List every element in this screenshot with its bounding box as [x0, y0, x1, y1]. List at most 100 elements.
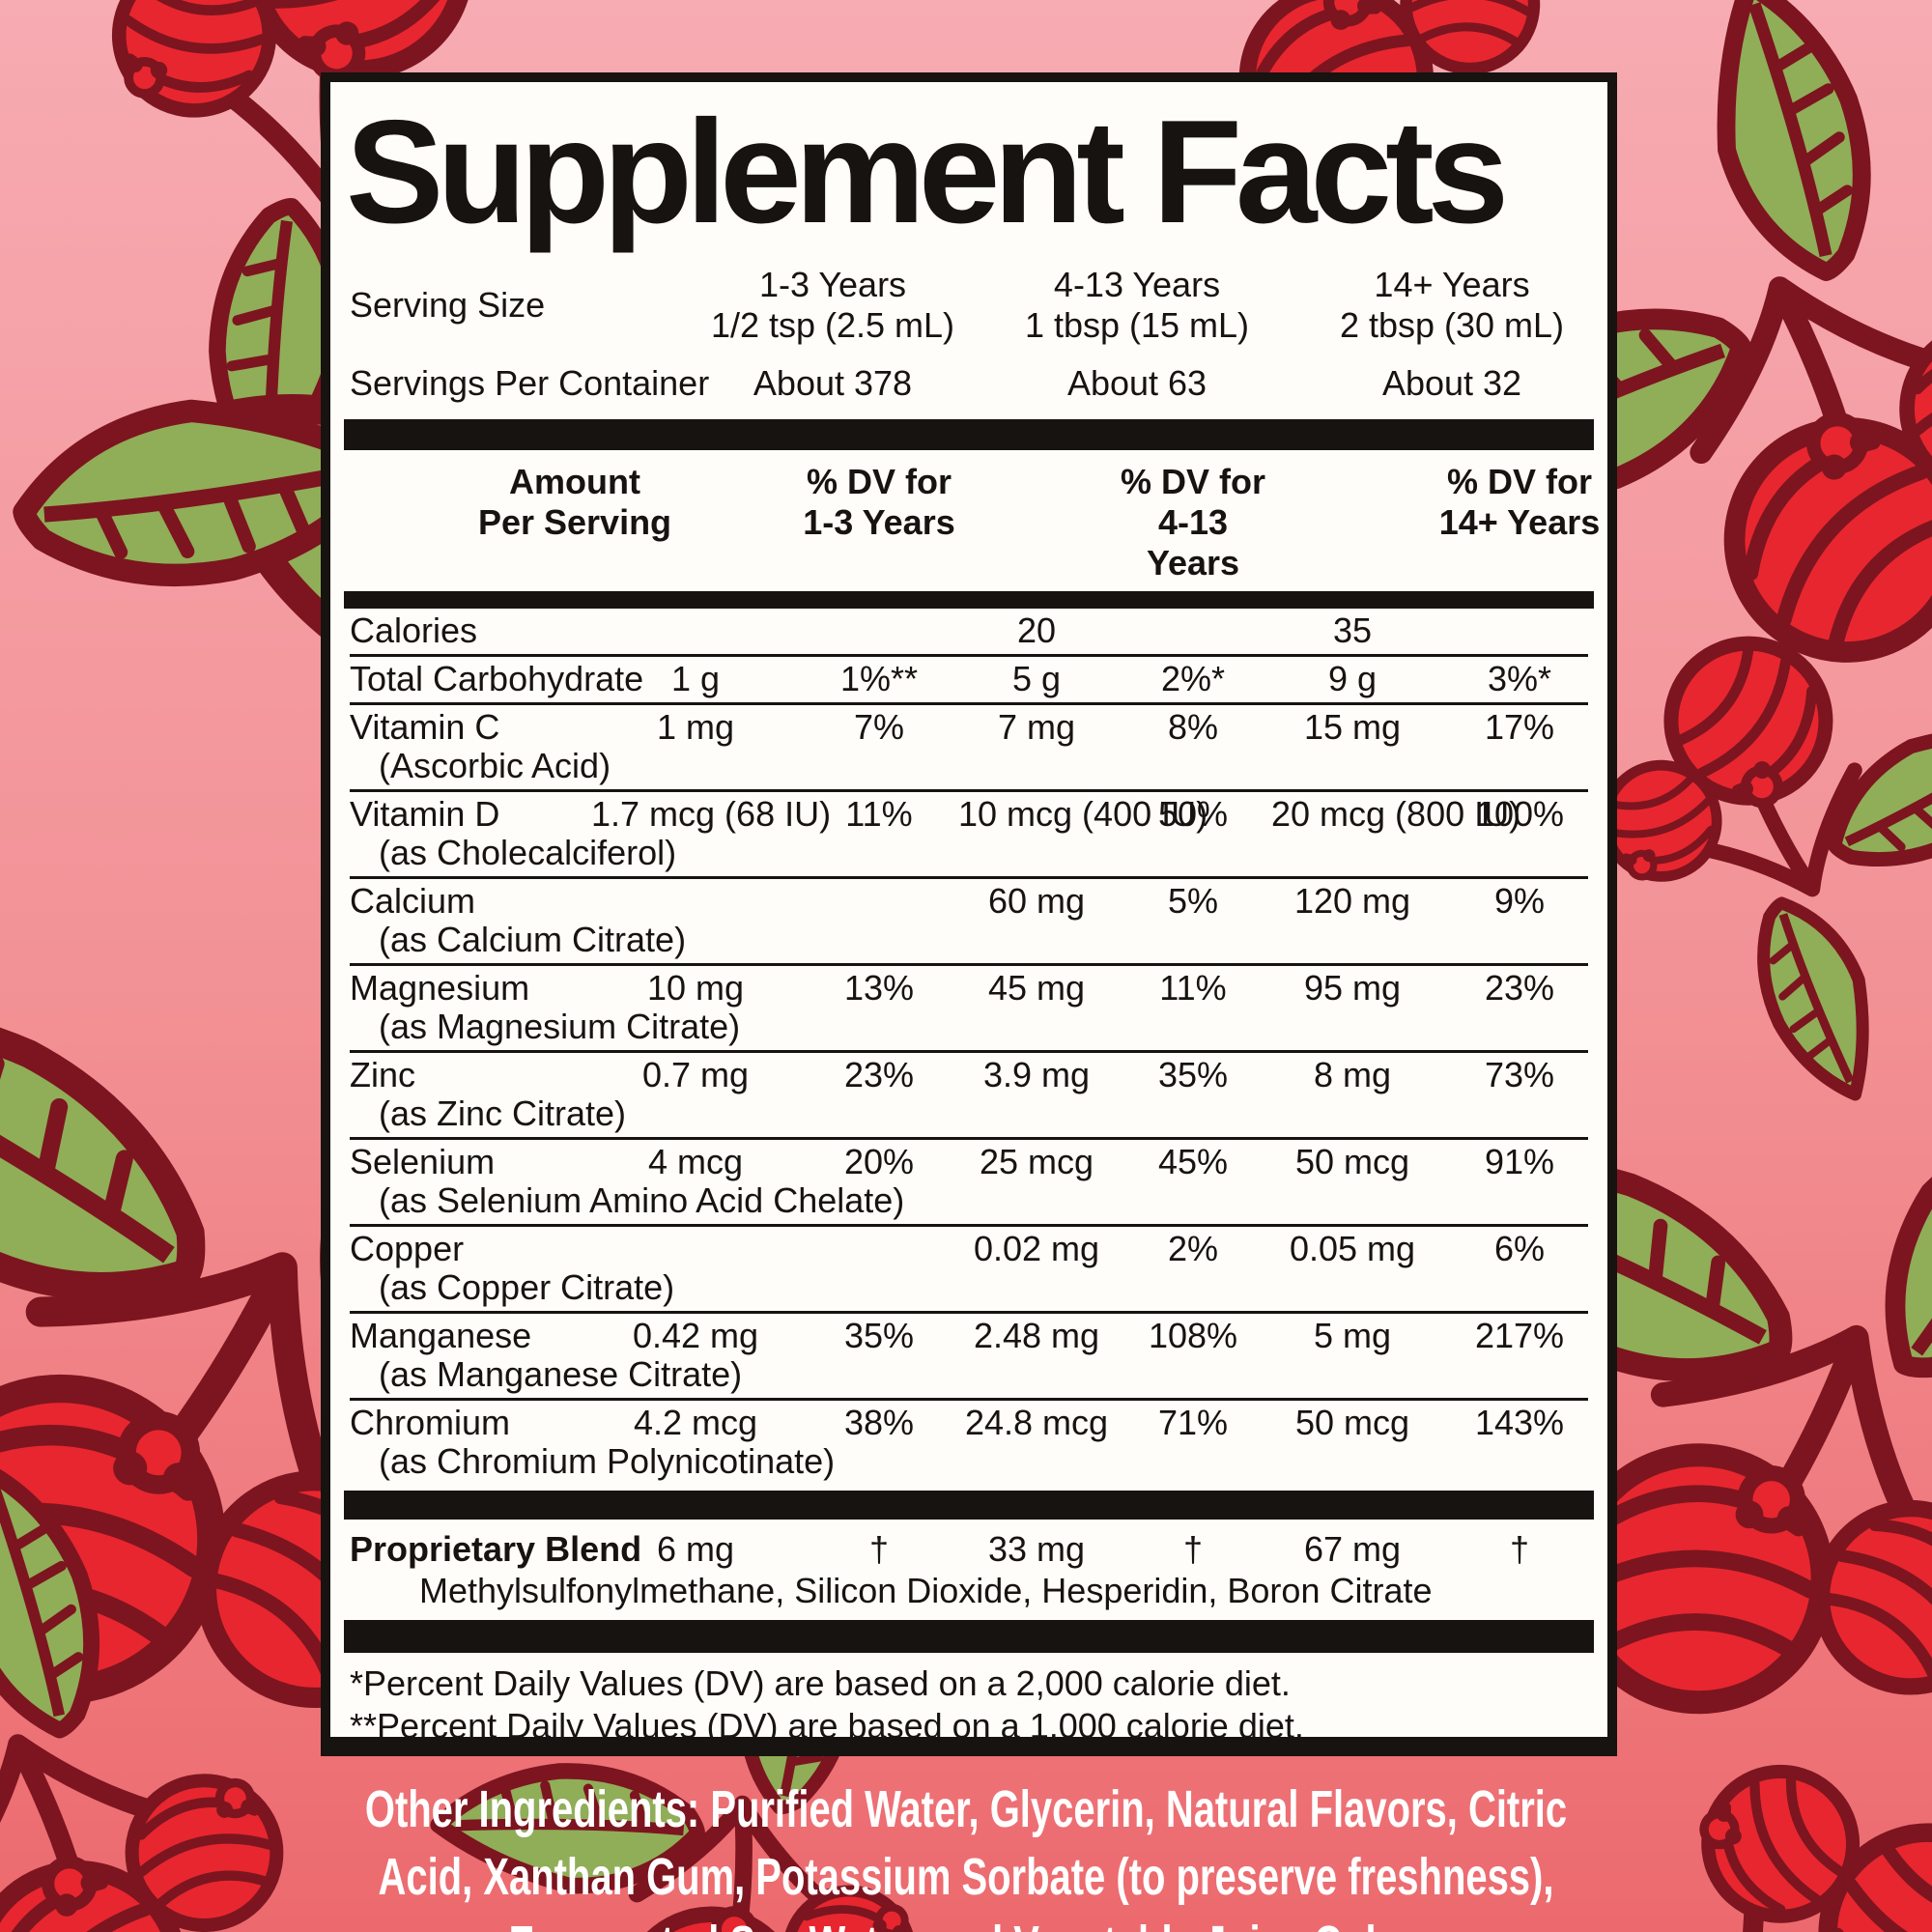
nutrient-value-2: 11%	[845, 794, 913, 835]
nutrient-value-5: 95 mg	[1303, 968, 1402, 1009]
nutrient-value-1: 1 mg	[656, 707, 735, 748]
nutrient-value-1	[591, 882, 800, 921]
nutrient-value-4: 50%	[1157, 794, 1229, 835]
nutrient-value-4: 5%	[1167, 881, 1219, 922]
nutrient-row-main: Zinc 0.7 mg 23% 3.9 mg 35% 8 mg 73%	[350, 1056, 1588, 1094]
nutrient-value-5: 50 mcg	[1294, 1142, 1410, 1182]
serving-size-row: Serving Size 1-3 Years 1/2 tsp (2.5 mL) 4-…	[350, 265, 1588, 346]
serving-size-col-2: 4-13 Years 1 tbsp (15 mL)	[978, 265, 1296, 346]
nutrient-value-4: 11%	[1159, 968, 1227, 1009]
proprietary-blend-row: Proprietary Blend 6 mg † 33 mg † 67 mg †	[350, 1525, 1588, 1570]
nutrient-name: Total Carbohydrate	[350, 659, 644, 699]
nutrient-table: Calories 20 35 Total Carbohydrate 1 g 1%** 5 g…	[350, 609, 1588, 1485]
nutrient-value-1	[591, 611, 800, 650]
table-header-row: Amount Per Serving% DV for 1-3 Years% DV f…	[350, 456, 1600, 591]
nutrient-value-3: 3.9 mg	[982, 1055, 1091, 1095]
nutrient-row-main: Vitamin C 1 mg 7% 7 mg 8% 15 mg 17%	[350, 708, 1588, 747]
nutrient-row: Chromium 4.2 mcg 38% 24.8 mcg 71% 50 mcg 143% (…	[350, 1401, 1588, 1485]
nutrient-value-1: 1 g	[670, 659, 721, 699]
nutrient-value-2: 20%	[843, 1142, 915, 1182]
column-header-line1: % DV for	[806, 462, 952, 502]
column-header-line1: % DV for	[1446, 462, 1592, 502]
nutrient-value-3: 25 mcg	[979, 1142, 1094, 1182]
nutrient-row: Total Carbohydrate 1 g 1%** 5 g 2%* 9 g 3%*	[350, 657, 1588, 706]
nutrient-value-3: 5 g	[1011, 659, 1062, 699]
proprietary-blend-ingredients: Methylsulfonylmethane, Silicon Dioxide, …	[419, 1571, 1433, 1611]
nutrient-value-6: 217%	[1474, 1316, 1565, 1356]
blend-value-6: †	[1509, 1529, 1530, 1570]
footnote-1: *Percent Daily Values (DV) are based on …	[350, 1663, 1291, 1704]
nutrient-value-6: 23%	[1484, 968, 1555, 1009]
column-header-1: Amount Per Serving	[350, 462, 800, 583]
supplement-facts-panel: Supplement Facts Serving Size 1-3 Years 1…	[321, 72, 1617, 1756]
nutrient-source: (Ascorbic Acid)	[379, 746, 611, 786]
nutrient-value-1: 10 mg	[646, 968, 745, 1009]
other-ingredients-text: Other Ingredients: Purified Water, Glyce…	[364, 1780, 1568, 1932]
nutrient-value-2: 23%	[843, 1055, 915, 1095]
nutrient-value-5: 15 mg	[1303, 707, 1402, 748]
serving-amount: 1 tbsp (15 mL)	[1024, 305, 1250, 346]
column-header-3: % DV for 4-13 Years	[1115, 462, 1271, 583]
nutrient-value-2: 38%	[843, 1403, 915, 1443]
nutrient-value-1: 0.7 mg	[641, 1055, 750, 1095]
nutrient-value-5: 8 mg	[1313, 1055, 1392, 1095]
nutrient-row-main: Total Carbohydrate 1 g 1%** 5 g 2%* 9 g 3%*	[350, 660, 1588, 698]
servings-per-container-value-3: About 32	[1381, 363, 1522, 404]
separator-bar	[344, 1491, 1594, 1520]
nutrient-value-6: 3%*	[1487, 659, 1552, 699]
nutrient-value-1	[591, 1230, 800, 1268]
nutrient-source: (as Zinc Citrate)	[379, 1094, 627, 1134]
nutrient-value-5: 9 g	[1327, 659, 1378, 699]
nutrient-value-6: 100%	[1474, 794, 1565, 835]
nutrient-value-6: 6%	[1493, 1229, 1546, 1269]
footnote-2: **Percent Daily Values (DV) are based on…	[350, 1706, 1304, 1747]
footnote-3: †Daily Value (DV) not established.	[350, 1747, 1588, 1756]
blend-value-5: 67 mg	[1303, 1529, 1402, 1570]
nutrient-name: Chromium	[350, 1403, 511, 1443]
blend-value-1: 6 mg	[656, 1529, 735, 1570]
nutrient-row: Vitamin D 1.7 mcg (68 IU) 11% 10 mcg (400 I…	[350, 792, 1588, 880]
serving-amount: 2 tbsp (30 mL)	[1339, 305, 1565, 346]
nutrient-value-1: 4.2 mcg	[633, 1403, 758, 1443]
nutrient-value-6: 73%	[1484, 1055, 1555, 1095]
nutrient-value-5: 50 mcg	[1294, 1403, 1410, 1443]
nutrient-row: Zinc 0.7 mg 23% 3.9 mg 35% 8 mg 73% (as Zinc Ci…	[350, 1053, 1588, 1141]
separator-bar	[344, 1620, 1594, 1654]
nutrient-row: Magnesium 10 mg 13% 45 mg 11% 95 mg 23% (as Mag…	[350, 966, 1588, 1054]
nutrient-value-1: 4 mcg	[647, 1142, 744, 1182]
nutrient-row: Manganese 0.42 mg 35% 2.48 mg 108% 5 mg 217% (a…	[350, 1314, 1588, 1402]
nutrient-source: (as Manganese Citrate)	[379, 1354, 743, 1395]
nutrient-source: (as Copper Citrate)	[379, 1267, 675, 1308]
nutrient-value-6: 17%	[1484, 707, 1555, 748]
footnotes: *Percent Daily Values (DV) are based on …	[350, 1662, 1588, 1756]
nutrient-row-main: Calories 20 35	[350, 611, 1588, 650]
column-header-line2: 1-3 Years	[803, 502, 955, 543]
nutrient-value-3: 2.48 mg	[973, 1316, 1100, 1356]
blend-value-4: †	[1182, 1529, 1204, 1570]
nutrient-name: Vitamin C	[350, 707, 500, 748]
column-header-line2: 4-13 Years	[1146, 502, 1240, 583]
blend-value-3: 33 mg	[987, 1529, 1086, 1570]
nutrient-value-2: 7%	[853, 707, 905, 748]
nutrient-row-main: Chromium 4.2 mcg 38% 24.8 mcg 71% 50 mcg 143%	[350, 1404, 1588, 1442]
panel-title: Supplement Facts	[346, 90, 1509, 254]
column-header-line2: 14+ Years	[1438, 502, 1601, 543]
serving-size-label: Serving Size	[350, 285, 546, 326]
nutrient-value-3: 45 mg	[987, 968, 1086, 1009]
nutrient-row: Copper 0.02 mg 2% 0.05 mg 6% (as Copper Citra…	[350, 1227, 1588, 1315]
nutrient-value-2	[800, 1230, 958, 1268]
servings-per-container-row: Servings Per Container About 378 About 63…	[350, 363, 1588, 404]
nutrient-value-2: 1%**	[839, 659, 919, 699]
nutrient-row-main: Selenium 4 mcg 20% 25 mcg 45% 50 mcg 91%	[350, 1143, 1588, 1181]
serving-size-col-3: 14+ Years 2 tbsp (30 mL)	[1296, 265, 1607, 346]
nutrient-row: Selenium 4 mcg 20% 25 mcg 45% 50 mcg 91% (as Se…	[350, 1140, 1588, 1228]
nutrient-value-6: 143%	[1474, 1403, 1565, 1443]
nutrient-row-main: Copper 0.02 mg 2% 0.05 mg 6%	[350, 1230, 1588, 1268]
nutrient-value-3: 60 mg	[987, 881, 1086, 922]
blend-value-2: †	[868, 1529, 890, 1570]
nutrient-value-4: 2%*	[1160, 659, 1226, 699]
nutrient-row: Vitamin C 1 mg 7% 7 mg 8% 15 mg 17% (Ascorbic A…	[350, 705, 1588, 793]
nutrient-value-5: 20 mcg (800 IU)	[1271, 794, 1521, 835]
nutrient-value-5: 0.05 mg	[1289, 1229, 1416, 1269]
column-header-4: % DV for 14+ Years	[1434, 462, 1605, 583]
